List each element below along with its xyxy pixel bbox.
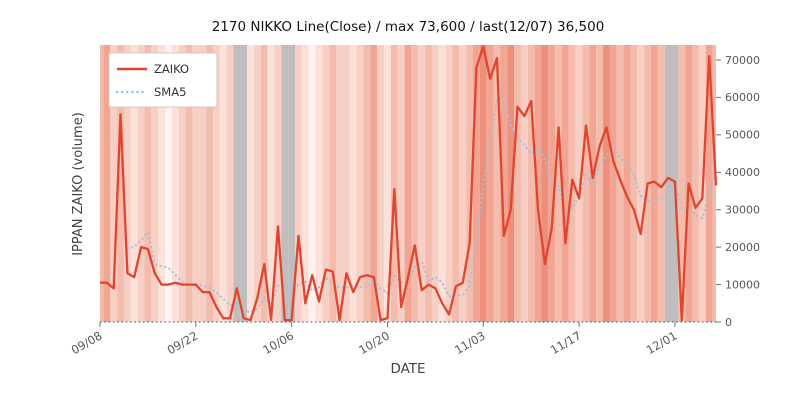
legend-label-zaiko: ZAIKO [154, 62, 189, 76]
svg-text:10000: 10000 [725, 278, 760, 291]
svg-text:09/08: 09/08 [69, 328, 105, 357]
svg-text:09/22: 09/22 [165, 328, 201, 357]
svg-text:40000: 40000 [725, 166, 760, 179]
legend-box [108, 52, 218, 108]
svg-text:20000: 20000 [725, 241, 760, 254]
series-lines [100, 45, 718, 322]
svg-text:12/01: 12/01 [644, 328, 680, 357]
svg-text:60000: 60000 [725, 91, 760, 104]
svg-text:11/03: 11/03 [452, 328, 488, 357]
svg-text:11/17: 11/17 [548, 328, 584, 357]
legend: ZAIKO SMA5 [108, 52, 218, 108]
legend-label-sma5: SMA5 [154, 85, 186, 99]
svg-text:70000: 70000 [725, 54, 760, 67]
svg-text:50000: 50000 [725, 129, 760, 142]
svg-text:10/06: 10/06 [260, 328, 296, 357]
y-axis-label: IPPAN ZAIKO (volume) [71, 112, 86, 256]
chart-title: 2170 NIKKO Line(Close) / max 73,600 / la… [212, 19, 605, 35]
svg-text:10/20: 10/20 [356, 328, 392, 357]
x-axis-label: DATE [390, 361, 425, 377]
svg-text:30000: 30000 [725, 204, 760, 217]
svg-text:0: 0 [725, 316, 732, 329]
